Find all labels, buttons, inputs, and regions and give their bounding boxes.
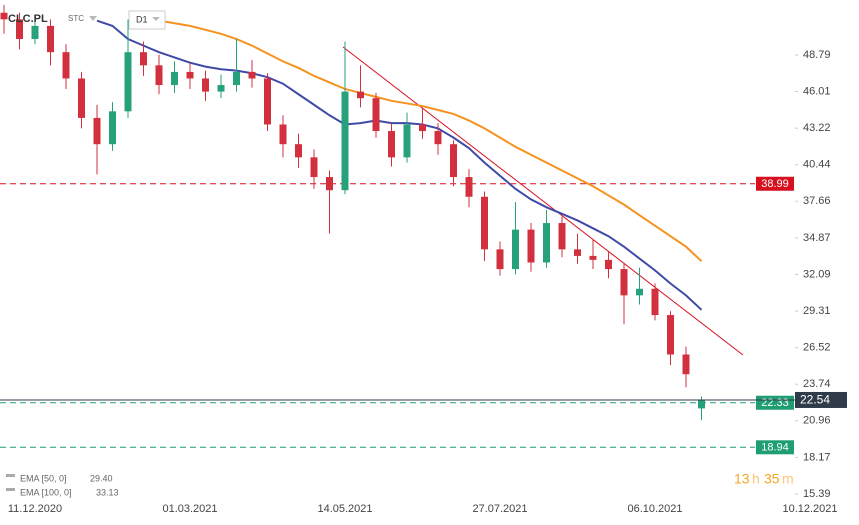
candle-body (512, 229, 519, 270)
y-tick-label: 18.17 (803, 451, 831, 463)
candle-body (496, 249, 504, 270)
candle-body (605, 259, 612, 270)
candle-body (372, 98, 380, 132)
symbol-type[interactable]: STC (68, 14, 84, 23)
candle-body (388, 131, 395, 158)
countdown-unit: m (782, 471, 794, 487)
candle-body (357, 91, 364, 99)
candle-body (589, 255, 597, 260)
x-tick-label: 14.05.2021 (317, 503, 372, 515)
candle-body (481, 196, 488, 250)
interval[interactable]: D1 (136, 14, 148, 24)
y-tick-label: 48.79 (803, 49, 831, 61)
candle-body (698, 399, 705, 409)
candle-body (248, 71, 256, 79)
y-tick-label: 20.96 (803, 415, 831, 427)
candle-body (124, 52, 132, 112)
candle-body (574, 249, 581, 256)
candle-body (16, 19, 23, 40)
x-tick-label: 01.03.2021 (162, 503, 217, 515)
trend-line (342, 46, 744, 356)
candle-body (434, 131, 442, 145)
candle-body (62, 52, 70, 79)
level-label-box (756, 440, 794, 455)
level-label-box (756, 395, 794, 410)
candle-body (403, 124, 411, 158)
legend-value: 33.13 (96, 487, 119, 497)
candle-body (155, 65, 163, 86)
candle-body (264, 78, 271, 125)
candle-body (310, 157, 318, 178)
y-tick-label: 23.74 (803, 378, 831, 390)
symbol: CLC.PL (8, 13, 48, 25)
y-tick-label: 26.52 (803, 342, 831, 354)
candle-body (93, 117, 101, 145)
candle-body (295, 144, 302, 158)
dropdown-icon[interactable] (152, 17, 160, 21)
candle-body (47, 25, 54, 53)
legend-value: 29.40 (90, 473, 113, 483)
level-label: 38.99 (761, 178, 789, 190)
y-tick-label: 46.01 (803, 85, 831, 97)
y-tick-label: 43.22 (803, 122, 831, 134)
level-label-box (756, 176, 794, 191)
legend-name: EMA [100, 0] (20, 487, 72, 497)
countdown-minutes: 35 (764, 471, 780, 487)
x-tick-label: 11.12.2020 (8, 503, 62, 515)
candle-body (326, 177, 333, 191)
legend-icon[interactable] (6, 488, 15, 491)
candle-body (450, 144, 457, 178)
candle-body (682, 354, 690, 375)
level-label: 18.94 (761, 442, 789, 454)
candle-body (419, 124, 426, 132)
interval-box[interactable] (128, 10, 166, 30)
y-tick-label: 40.44 (803, 159, 831, 171)
candle-body (620, 269, 628, 296)
x-tick-label: 06.10.2021 (627, 503, 682, 515)
candle-body (0, 12, 8, 20)
candle-body (233, 71, 240, 86)
y-tick-label: 37.66 (803, 195, 831, 207)
y-tick-label: 29.31 (803, 305, 831, 317)
candle-body (31, 25, 39, 40)
candle-body (217, 85, 225, 92)
candle-body (171, 71, 178, 86)
candle-body (636, 288, 643, 296)
countdown-hours: 13 (734, 471, 750, 487)
level-label: 22.33 (761, 397, 789, 409)
candle-body (279, 124, 287, 145)
candle-body (543, 223, 550, 263)
x-tick-label: 27.07.2021 (472, 503, 527, 515)
last-price-label: 22.54 (800, 393, 830, 407)
candle-body (651, 288, 659, 316)
candle-body (78, 78, 85, 118)
x-tick-label: 10.12.2021 (782, 503, 837, 515)
candle-body (140, 52, 147, 66)
candle-body (341, 91, 349, 191)
y-tick-label: 32.09 (803, 268, 831, 280)
candle-body (186, 71, 194, 79)
plot-area (0, 4, 755, 448)
y-tick-label: 34.87 (803, 232, 831, 244)
candle-body (558, 223, 566, 250)
candle-body (465, 177, 473, 197)
dropdown-icon[interactable] (89, 16, 97, 21)
last-price-box (795, 391, 847, 408)
legend-name: EMA [50, 0] (20, 473, 67, 483)
y-tick-label: 15.39 (803, 488, 831, 500)
countdown-unit: h (752, 471, 760, 487)
candle-body (109, 111, 116, 145)
candle-body (667, 315, 674, 355)
candle-body (527, 229, 535, 263)
legend-icon[interactable] (6, 474, 15, 477)
ema-line (143, 17, 703, 262)
ema-line (96, 19, 703, 311)
candle-body (202, 78, 209, 92)
